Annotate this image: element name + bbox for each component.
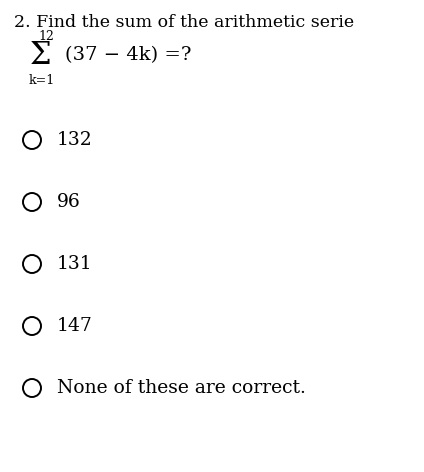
Text: 131: 131 [57,255,92,273]
Text: 96: 96 [57,193,81,211]
Text: (37 − 4k) =?: (37 − 4k) =? [65,46,192,64]
Text: None of these are correct.: None of these are correct. [57,379,306,397]
Text: Σ: Σ [30,40,51,71]
Text: 147: 147 [57,317,93,335]
Text: 132: 132 [57,131,93,149]
Text: 2. Find the sum of the arithmetic serie: 2. Find the sum of the arithmetic serie [14,14,354,31]
Text: k=1: k=1 [29,74,55,87]
Text: 12: 12 [38,30,54,43]
